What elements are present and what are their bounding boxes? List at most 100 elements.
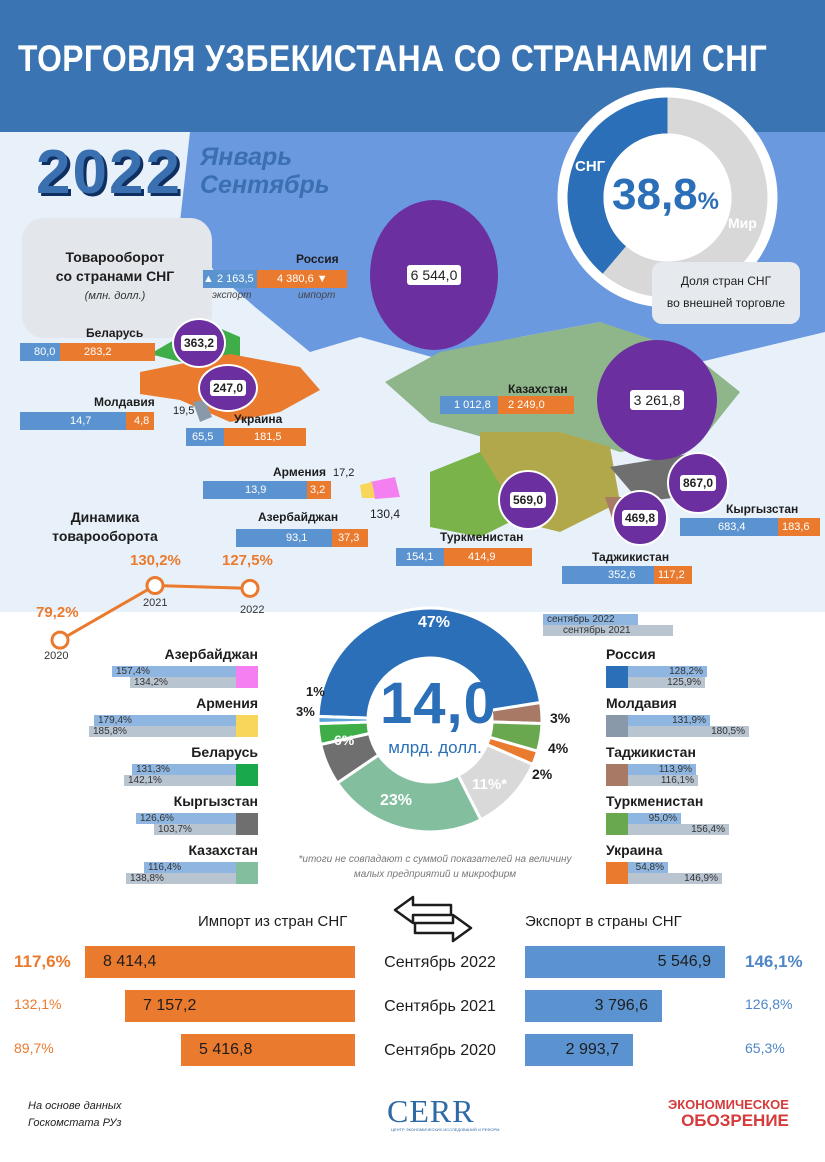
- year-label: 2022: [36, 138, 182, 207]
- growth-swatch-right-4: [606, 862, 628, 884]
- growth-bar-2021-left-2: 142,1%: [124, 775, 236, 786]
- export-russia: ▲ 2 163,5: [203, 270, 257, 288]
- total-azerbaijan: 130,4: [370, 507, 401, 521]
- export-moldova: 14,7: [20, 412, 126, 430]
- slice-label-kyrgyzstan: 6%: [334, 732, 355, 748]
- slice-label-other-small: 1%: [306, 684, 325, 699]
- growth-country-left-0: Азербайджан: [164, 646, 259, 662]
- export-ukraine-value: 65,5: [192, 431, 214, 443]
- growth-country-left-4: Казахстан: [188, 842, 258, 858]
- import-russia: 4 380,6 ▼: [257, 270, 347, 288]
- share-caption-line-2: во внешней торговле: [666, 296, 786, 310]
- info-title-line-2: со странами СНГ: [55, 268, 175, 284]
- import-growth-1: 132,1%: [14, 996, 62, 1012]
- legend-export: экспорт: [212, 290, 252, 301]
- import-turkmenistan-value: 414,9: [468, 551, 496, 563]
- growth-bar-2021-left-4: 138,8%: [126, 873, 236, 884]
- export-bar-2: 2 993,7: [525, 1034, 633, 1066]
- growth-bar-2022-left-4: 116,4%: [144, 862, 236, 873]
- export-kyrgyzstan: 683,4: [680, 518, 778, 536]
- period-end: Сентябрь: [200, 171, 330, 199]
- bubble-ukraine-value: 247,0: [209, 380, 247, 396]
- export-turkmenistan: 154,1: [396, 548, 444, 566]
- growth-bar-2022-left-3: 126,6%: [136, 813, 236, 824]
- total-unit: млрд. долл.: [388, 738, 482, 757]
- import-armenia: 3,2: [307, 481, 331, 499]
- export-growth-2: 65,3%: [745, 1040, 785, 1056]
- growth-bar-2021-right-2: 116,1%: [628, 775, 698, 786]
- growth-swatch-right-3: [606, 813, 628, 835]
- growth-swatch-right-1: [606, 715, 628, 737]
- source-line-1: На основе данных: [28, 1100, 122, 1112]
- growth-swatch-left-1: [236, 715, 258, 737]
- cerr-subtitle: ЦЕНТР ЭКОНОМИЧЕСКИХ ИССЛЕДОВАНИЙ И РЕФОР…: [391, 1127, 500, 1132]
- import-bar-2: 5 416,8: [181, 1034, 355, 1066]
- dynamics-year-2022: 2022: [240, 604, 265, 616]
- import-belarus-value: 283,2: [84, 346, 112, 358]
- label-tajikistan: Таджикистан: [592, 550, 670, 564]
- share-caption-line-1: Доля стран СНГ: [680, 274, 772, 288]
- growth-bar-2022-right-4: 54,8%: [628, 862, 668, 873]
- label-belarus: Беларусь: [86, 326, 144, 340]
- import-header: Импорт из стран СНГ: [198, 913, 348, 930]
- dynamics-point-2020: [50, 630, 70, 650]
- growth-country-right-1: Молдавия: [606, 695, 677, 711]
- export-kyrgyzstan-value: 683,4: [718, 521, 746, 533]
- bubble-belarus: 363,2: [172, 318, 226, 368]
- dynamics-point-2021: [145, 576, 165, 595]
- slice-label-russia: 47%: [418, 614, 451, 631]
- period-label: Январь Сентябрь: [200, 143, 330, 199]
- bubble-russia: 6 544,0: [370, 200, 498, 350]
- eo-logo-line-2: ОБОЗРЕНИЕ: [681, 1111, 789, 1130]
- share-percent: %: [697, 188, 719, 215]
- import-bar-1: 7 157,2: [125, 990, 355, 1022]
- import-turkmenistan: 414,9: [444, 548, 532, 566]
- slice-label-tajikistan: 3%: [550, 710, 571, 726]
- dynamics-year-2020: 2020: [44, 650, 69, 662]
- slice-label-ukraine: 2%: [532, 766, 553, 782]
- label-kyrgyzstan: Кыргызстан: [726, 502, 799, 516]
- legend-2021: сентябрь 2021: [543, 625, 673, 636]
- source-line-2: Госкомстата РУз: [28, 1117, 122, 1129]
- growth-bar-2022-right-0: 128,2%: [628, 666, 707, 677]
- source-note: На основе данных Госкомстата РУз: [28, 1098, 121, 1132]
- import-ukraine-value: 181,5: [254, 431, 282, 443]
- label-ukraine: Украина: [234, 412, 283, 426]
- dynamics-pct-2020: 79,2%: [36, 604, 79, 621]
- bubble-tajikistan-value: 469,8: [621, 510, 659, 526]
- slice-label-belarus: 3%: [296, 704, 315, 719]
- growth-country-left-3: Кыргызстан: [173, 793, 258, 809]
- export-ukraine: 65,5: [186, 428, 224, 446]
- export-tajikistan: 352,6: [562, 566, 654, 584]
- export-belarus: 80,0: [20, 343, 60, 361]
- bubble-kazakhstan: 3 261,8: [597, 340, 717, 460]
- month-label-1: Сентябрь 2021: [384, 998, 496, 1015]
- share-donut: [557, 87, 778, 308]
- import-moldova-value: 4,8: [134, 415, 150, 427]
- dynamics-pct-2022: 127,5%: [222, 552, 273, 569]
- dynamics-title: Динамика товарооборота: [40, 508, 170, 546]
- donut-slice-8: [316, 714, 370, 726]
- export-growth-0: 146,1%: [745, 952, 803, 971]
- import-azerbaijan-value: 37,3: [338, 532, 360, 544]
- total-moldova: 19,5: [173, 405, 195, 417]
- export-kazakhstan: 1 012,8: [440, 396, 498, 414]
- growth-swatch-left-3: [236, 813, 258, 835]
- bubble-ukraine: 247,0: [198, 364, 258, 412]
- growth-bar-2021-left-0: 134,2%: [130, 677, 236, 688]
- growth-swatch-left-4: [236, 862, 258, 884]
- label-russia: Россия: [296, 252, 339, 266]
- export-header: Экспорт в страны СНГ: [525, 913, 682, 930]
- import-armenia-value: 3,2: [310, 484, 326, 496]
- share-arc-cis: [567, 97, 668, 274]
- growth-swatch-right-0: [606, 666, 628, 688]
- label-turkmenistan: Туркменистан: [440, 530, 524, 544]
- export-turkmenistan-value: 154,1: [406, 551, 434, 563]
- label-kazakhstan: Казахстан: [508, 382, 568, 396]
- donut-slice-0: [316, 606, 543, 720]
- import-tajikistan: 117,2: [654, 566, 692, 584]
- donut-footnote: *итоги не совпадают с суммой показателей…: [298, 854, 572, 880]
- info-unit: (млн. долл.): [84, 290, 146, 302]
- export-kazakhstan-value: 1 012,8: [454, 399, 491, 411]
- export-bar-1: 3 796,6: [525, 990, 662, 1022]
